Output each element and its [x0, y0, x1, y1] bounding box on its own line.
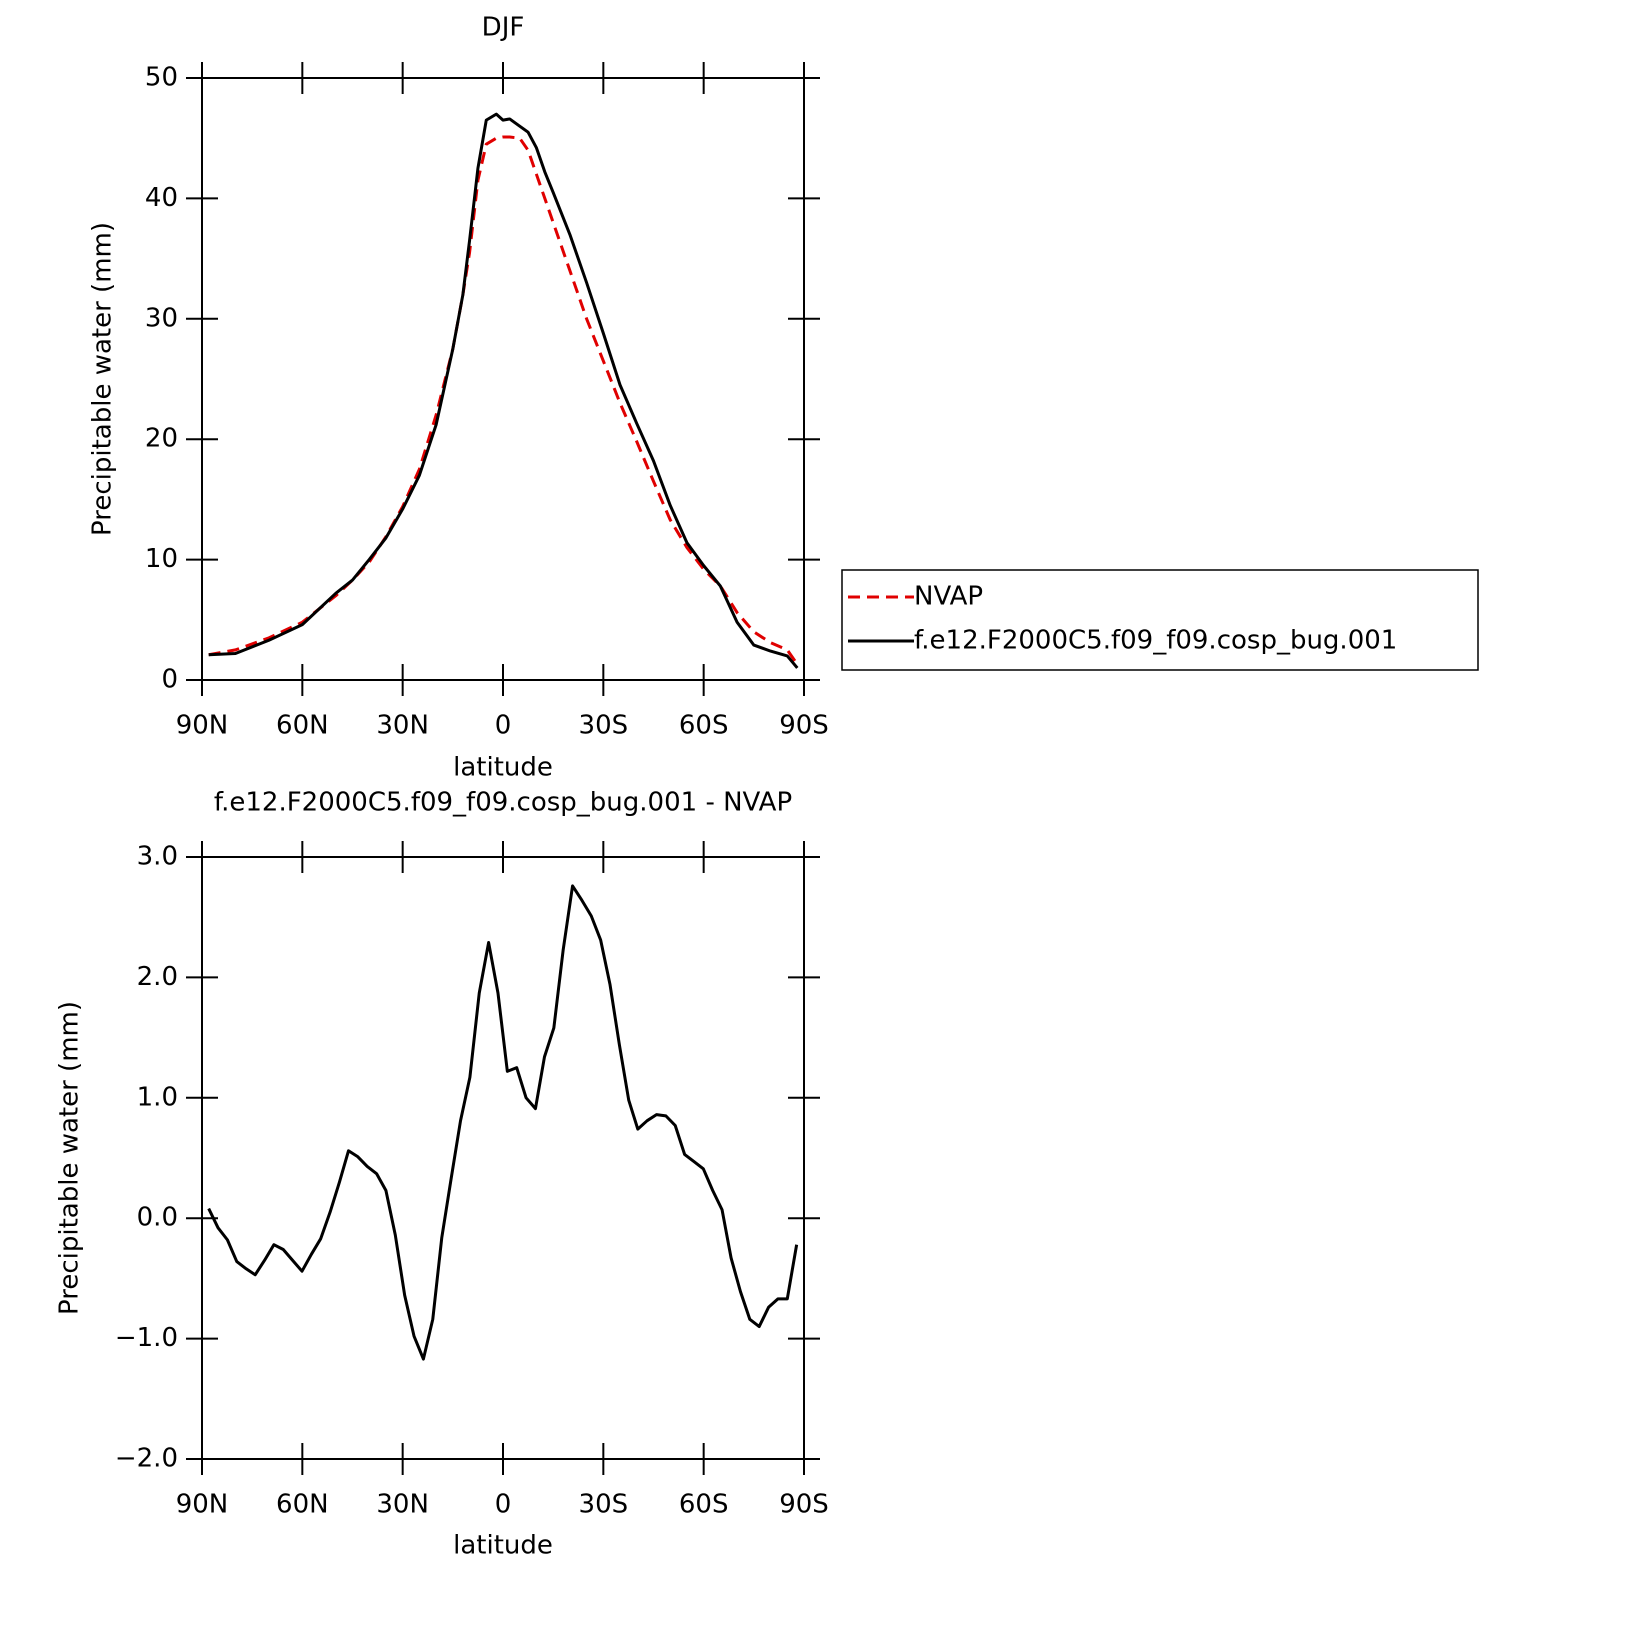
x-tick-label: 60N: [276, 711, 329, 741]
y-tick-label: 1.0: [137, 1082, 178, 1112]
y-tick-label: −1.0: [115, 1323, 178, 1353]
y-axis-label: Precipitable water (mm): [88, 222, 118, 536]
y-tick-label: 0: [161, 665, 178, 695]
y-tick-label: 2.0: [137, 962, 178, 992]
x-tick-label: 30S: [579, 1490, 629, 1520]
x-tick-label: 90N: [176, 1490, 229, 1520]
x-axis-label: latitude: [453, 753, 553, 783]
x-tick-label: 30S: [579, 711, 629, 741]
y-tick-label: −2.0: [115, 1444, 178, 1474]
y-tick-label: 20: [145, 424, 178, 454]
x-tick-label: 90N: [176, 711, 229, 741]
chart-title: DJF: [482, 13, 525, 43]
x-axis-label: latitude: [453, 1531, 553, 1561]
data-line: [207, 884, 799, 1361]
x-tick-label: 30N: [376, 711, 429, 741]
plot-frame: [201, 77, 805, 681]
y-tick-label: 3.0: [137, 842, 178, 872]
x-tick-label: 60N: [276, 1490, 329, 1520]
x-tick-label: 0: [495, 1490, 512, 1520]
y-tick-label: 50: [145, 63, 178, 93]
plot-frame: [201, 856, 805, 1460]
x-tick-label: 60S: [679, 711, 729, 741]
chart-title: f.e12.F2000C5.f09_f09.cosp_bug.001 - NVA…: [214, 788, 792, 818]
y-axis-label: Precipitable water (mm): [55, 1001, 85, 1315]
x-tick-label: 60S: [679, 1490, 729, 1520]
y-tick-label: 30: [145, 303, 178, 333]
x-tick-label: 90S: [779, 711, 829, 741]
y-tick-label: 0.0: [137, 1203, 178, 1233]
legend-label: f.e12.F2000C5.f09_f09.cosp_bug.001: [914, 626, 1397, 656]
data-line: [208, 112, 799, 669]
x-tick-label: 0: [495, 711, 512, 741]
legend-box: [841, 569, 1479, 671]
x-tick-label: 90S: [779, 1490, 829, 1520]
legend-label: NVAP: [914, 582, 983, 612]
data-line: [208, 135, 799, 666]
y-tick-label: 10: [145, 544, 178, 574]
y-tick-label: 40: [145, 183, 178, 213]
x-tick-label: 30N: [376, 1490, 429, 1520]
